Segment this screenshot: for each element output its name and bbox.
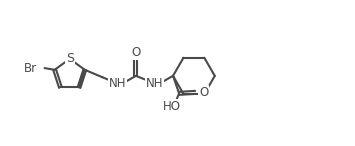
Text: S: S	[66, 52, 74, 65]
Text: NH: NH	[146, 77, 163, 90]
Text: O: O	[199, 86, 208, 99]
Text: O: O	[131, 46, 141, 59]
Text: Br: Br	[24, 62, 37, 75]
Text: NH: NH	[109, 77, 126, 90]
Text: HO: HO	[163, 100, 181, 113]
